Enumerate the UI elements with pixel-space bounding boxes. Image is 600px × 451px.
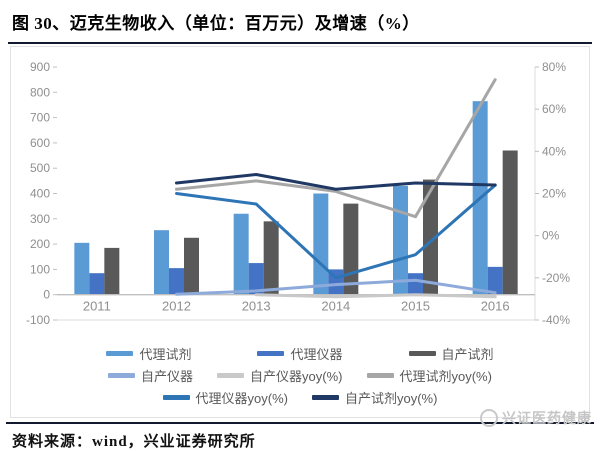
legend-row: 代理仪器yoy(%) 自产试剂yoy(%)	[159, 388, 442, 407]
legend-marker	[108, 373, 136, 378]
legend-row: 代理试剂 代理仪器 自产试剂	[102, 344, 497, 363]
footer-divider	[6, 422, 594, 424]
bar-自产试剂-2011	[104, 247, 120, 295]
bar-自产试剂-2015	[423, 179, 438, 295]
left-axis-tick-label: 200	[30, 237, 50, 251]
bar-代理试剂-2013	[233, 213, 249, 295]
bar-自产试剂-2013	[263, 221, 279, 295]
x-axis-label: 2013	[242, 299, 271, 314]
legend-item-自产仪器yoy(%): 自产仪器yoy(%)	[217, 366, 343, 385]
legend-label: 自产试剂	[441, 347, 494, 362]
legend-marker	[366, 373, 394, 378]
bar-代理仪器-2012	[169, 268, 184, 295]
publisher-watermark: 兴证医药健康	[480, 408, 592, 428]
left-axis-tick-label: 0	[43, 288, 50, 302]
publisher-logo-icon	[480, 409, 498, 427]
left-axis-tick-label: 300	[30, 212, 50, 226]
right-axis-tick-label: 0%	[542, 229, 560, 243]
bar-自产试剂-2014	[343, 203, 359, 295]
legend-label: 自产试剂yoy(%)	[345, 391, 438, 406]
legend-item-代理仪器yoy(%): 代理仪器yoy(%)	[162, 388, 288, 407]
chart-canvas: 900 800 700 600 500 400 300 200 100 0 -100 80% 60% 40…	[26, 60, 570, 327]
x-axis-label: 2016	[481, 299, 510, 314]
x-axis-label: 2012	[162, 299, 191, 314]
legend-marker	[408, 351, 436, 356]
bar-代理试剂-2011	[74, 242, 90, 295]
line-自产试剂yoy(%)	[175, 173, 497, 191]
legend-label: 自产仪器yoy(%)	[250, 369, 343, 384]
bar-代理仪器-2011	[89, 273, 105, 295]
right-axis-tick-label: -40%	[542, 313, 570, 327]
left-axis-tick-label: -100	[26, 313, 50, 327]
legend-marker	[312, 395, 339, 400]
chart-container: 900 800 700 600 500 400 300 200 100 0 -100 80% 60% 40…	[10, 46, 590, 418]
line-自产仪器	[175, 278, 497, 296]
left-axis-tick-label: 100	[30, 262, 50, 276]
right-axis-tick-label: 40%	[542, 144, 566, 158]
legend-label: 代理仪器yoy(%)	[195, 391, 288, 406]
legend-item-自产试剂: 自产试剂	[408, 344, 494, 363]
legend-item-自产试剂yoy(%): 自产试剂yoy(%)	[312, 388, 437, 407]
x-axis-label: 2011	[83, 299, 111, 314]
legend-item-代理仪器: 代理仪器	[257, 344, 343, 363]
bar-自产试剂-2012	[184, 237, 199, 295]
legend-label: 代理试剂yoy(%)	[399, 369, 492, 384]
left-axis-tick-label: 400	[30, 187, 50, 201]
left-axis-tick-label: 800	[30, 85, 50, 99]
legend-marker	[217, 373, 245, 378]
x-axis-label: 2014	[321, 299, 350, 314]
left-axis-tick-label: 600	[30, 136, 50, 150]
legend-row: 自产仪器 自产仪器yoy(%) 代理试剂yoy(%)	[104, 366, 496, 385]
legend-marker	[257, 351, 285, 356]
bar-代理试剂-2012	[154, 230, 169, 295]
legend-item-自产仪器: 自产仪器	[108, 366, 193, 385]
left-axis-tick-label: 700	[30, 111, 50, 125]
bar-代理仪器-2015	[408, 273, 423, 295]
right-axis-tick-label: 80%	[542, 60, 566, 74]
right-axis-tick-label: 60%	[542, 102, 566, 116]
legend-item-代理试剂yoy(%): 代理试剂yoy(%)	[366, 366, 492, 385]
line-代理试剂yoy(%)	[175, 78, 497, 219]
legend-marker	[106, 351, 134, 356]
legend-label: 自产仪器	[141, 369, 194, 384]
line-代理仪器yoy(%)	[175, 183, 497, 280]
legend-marker	[162, 395, 190, 400]
right-axis-tick-label: -20%	[542, 271, 570, 285]
bar-代理仪器-2016	[487, 266, 503, 295]
chart-title: 图 30、迈克生物收入（单位：百万元）及增速（%）	[12, 14, 420, 33]
bar-代理试剂-2015	[393, 185, 408, 295]
chart-legend: 代理试剂 代理仪器 自产试剂自产仪器 自产仪器yoy(%) 代理试剂yoy(%) 代理仪器…	[11, 344, 589, 407]
legend-item-代理试剂: 代理试剂	[106, 344, 191, 363]
legend-label: 代理仪器	[290, 347, 343, 362]
left-axis-tick-label: 500	[30, 161, 50, 175]
left-axis-tick-label: 900	[30, 60, 50, 74]
source-note: 资料来源：wind，兴业证券研究所	[12, 434, 256, 450]
publisher-name: 兴证医药健康	[502, 410, 592, 426]
bar-代理试剂-2014	[313, 193, 329, 295]
legend-label: 代理试剂	[139, 347, 192, 362]
bar-代理仪器-2013	[248, 263, 264, 295]
x-axis-label: 2015	[401, 299, 430, 314]
bar-自产试剂-2016	[502, 150, 518, 295]
title-divider	[8, 42, 592, 44]
right-axis-tick-label: 20%	[542, 186, 566, 200]
line-自产仪器yoy(%)	[254, 293, 497, 299]
